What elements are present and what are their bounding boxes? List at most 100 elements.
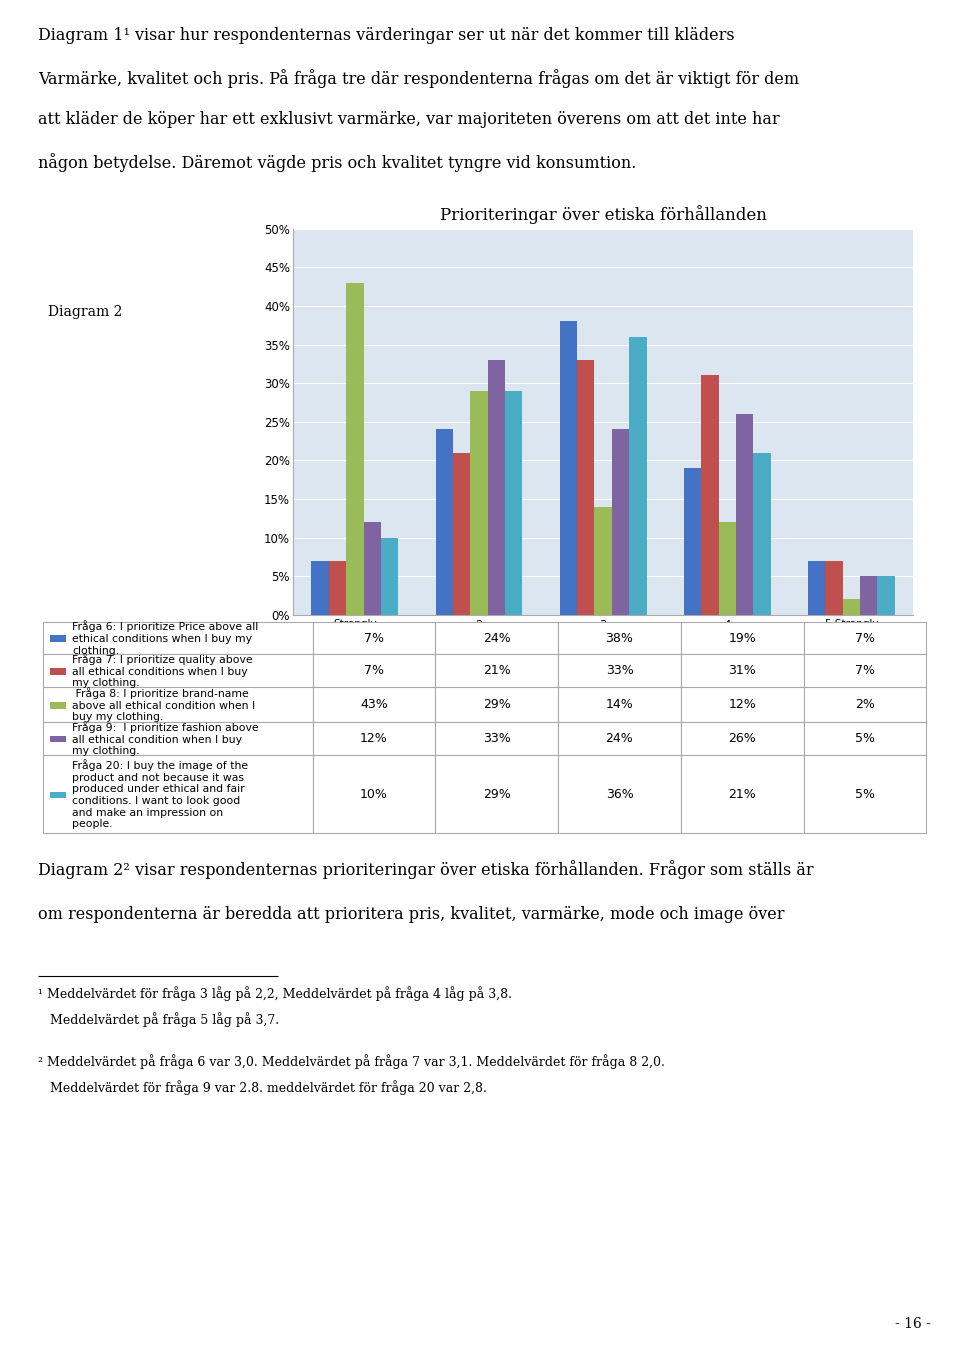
Bar (558, 622, 681, 654)
Bar (50, 791, 66, 798)
Bar (808, 561, 826, 615)
Bar (558, 654, 681, 687)
Bar (681, 722, 804, 755)
Text: 24%: 24% (483, 631, 511, 645)
Text: Diagram 2: Diagram 2 (48, 305, 122, 320)
Bar (50, 736, 66, 743)
Text: - 16 -: - 16 - (896, 1317, 931, 1331)
Text: ² Meddelvärdet på fråga 6 var 3,0. Meddelvärdet på fråga 7 var 3,1. Meddelvärdet: ² Meddelvärdet på fråga 6 var 3,0. Medde… (38, 1054, 665, 1069)
Text: 4: 4 (724, 619, 731, 631)
Bar (843, 599, 860, 615)
Bar (681, 755, 804, 833)
Bar (313, 687, 435, 722)
Text: 21%: 21% (483, 664, 511, 678)
Bar (860, 576, 877, 615)
Text: 19%: 19% (729, 631, 756, 645)
Bar (804, 687, 926, 722)
Bar (313, 622, 435, 654)
Bar (435, 654, 558, 687)
Text: 12%: 12% (360, 732, 388, 745)
Text: 36%: 36% (606, 787, 634, 801)
Bar (505, 390, 522, 615)
Bar (754, 453, 771, 615)
Bar (594, 507, 612, 615)
Bar (681, 622, 804, 654)
Bar (684, 467, 701, 615)
Bar (453, 453, 470, 615)
Bar (313, 755, 435, 833)
Bar (329, 561, 347, 615)
Text: Fråga 9:  I prioritize fashion above
all ethical condition when I buy
my clothin: Fråga 9: I prioritize fashion above all … (72, 721, 259, 756)
Bar (313, 654, 435, 687)
Text: 12%: 12% (729, 698, 756, 711)
Text: 2%: 2% (855, 698, 875, 711)
Bar (629, 337, 646, 615)
Text: ¹ Meddelvärdet för fråga 3 låg på 2,2, Meddelvärdet på fråga 4 låg på 3,8.: ¹ Meddelvärdet för fråga 3 låg på 2,2, M… (38, 986, 513, 1001)
Text: Strongly
Disagree¹: Strongly Disagree¹ (329, 619, 380, 641)
Text: 10%: 10% (360, 787, 388, 801)
Bar (347, 283, 364, 615)
Text: Fråga 6: I prioritize Price above all
ethical conditions when I buy my
clothing.: Fråga 6: I prioritize Price above all et… (72, 621, 258, 656)
Bar (381, 538, 398, 615)
Bar (50, 635, 66, 642)
Bar (50, 702, 66, 709)
Bar (558, 755, 681, 833)
Text: 7%: 7% (855, 631, 875, 645)
Bar (43, 755, 313, 833)
Text: Diagram 2² visar respondenternas prioriteringar över etiska förhållanden. Frågor: Diagram 2² visar respondenternas priorit… (38, 860, 814, 879)
Bar (804, 755, 926, 833)
Bar (612, 430, 629, 615)
Text: 21%: 21% (729, 787, 756, 801)
Text: Diagram 1¹ visar hur respondenternas värderingar ser ut när det kommer till kläd: Diagram 1¹ visar hur respondenternas vär… (38, 27, 735, 45)
Text: 5%: 5% (855, 732, 875, 745)
Text: 7%: 7% (364, 631, 384, 645)
Text: 7%: 7% (364, 664, 384, 678)
Bar (558, 687, 681, 722)
Text: 3: 3 (599, 619, 607, 631)
Text: Meddelvärdet för fråga 9 var 2.8. meddelvärdet för fråga 20 var 2,8.: Meddelvärdet för fråga 9 var 2.8. meddel… (38, 1080, 488, 1095)
Bar (681, 687, 804, 722)
Bar (804, 622, 926, 654)
Text: 2: 2 (475, 619, 483, 631)
Text: Fråga 7: I prioritize quality above
all ethical conditions when I buy
my clothin: Fråga 7: I prioritize quality above all … (72, 653, 253, 688)
Text: 31%: 31% (729, 664, 756, 678)
Text: Fråga 20: I buy the image of the
product and not because it was
produced under e: Fråga 20: I buy the image of the product… (72, 759, 249, 829)
Text: 14%: 14% (606, 698, 634, 711)
Bar (43, 654, 313, 687)
Bar (560, 321, 577, 615)
Text: Meddelvärdet på fråga 5 låg på 3,7.: Meddelvärdet på fråga 5 låg på 3,7. (38, 1012, 279, 1027)
Bar (436, 430, 453, 615)
Bar (364, 522, 381, 615)
Bar (311, 561, 329, 615)
Text: 26%: 26% (729, 732, 756, 745)
Text: Varmärke, kvalitet och pris. På fråga tre där respondenterna frågas om det är vi: Varmärke, kvalitet och pris. På fråga tr… (38, 69, 800, 88)
Bar (736, 415, 754, 615)
Bar (435, 687, 558, 722)
Bar (43, 722, 313, 755)
Text: 24%: 24% (606, 732, 634, 745)
Bar (435, 722, 558, 755)
Bar (804, 654, 926, 687)
Text: om respondenterna är beredda att prioritera pris, kvalitet, varmärke, mode och i: om respondenterna är beredda att priorit… (38, 906, 785, 923)
Bar (681, 654, 804, 687)
Text: 33%: 33% (483, 732, 511, 745)
Bar (718, 522, 736, 615)
Text: Fråga 8: I prioritize brand-name
above all ethical condition when I
buy my cloth: Fråga 8: I prioritize brand-name above a… (72, 687, 255, 722)
Text: 7%: 7% (855, 664, 875, 678)
Text: 33%: 33% (606, 664, 634, 678)
Bar (43, 687, 313, 722)
Bar (701, 375, 718, 615)
Text: någon betydelse. Däremot vägde pris och kvalitet tyngre vid konsumtion.: någon betydelse. Däremot vägde pris och … (38, 153, 636, 172)
Text: 38%: 38% (606, 631, 634, 645)
Bar (826, 561, 843, 615)
Bar (435, 755, 558, 833)
Bar (804, 722, 926, 755)
Bar (488, 360, 505, 615)
Bar (558, 722, 681, 755)
Bar (43, 622, 313, 654)
Bar (435, 622, 558, 654)
Text: 5 Strongly
Agree: 5 Strongly Agree (825, 619, 878, 641)
Text: 5%: 5% (855, 787, 875, 801)
Text: att kläder de köper har ett exklusivt varmärke, var majoriteten överens om att d: att kläder de köper har ett exklusivt va… (38, 111, 780, 129)
Text: 29%: 29% (483, 787, 511, 801)
